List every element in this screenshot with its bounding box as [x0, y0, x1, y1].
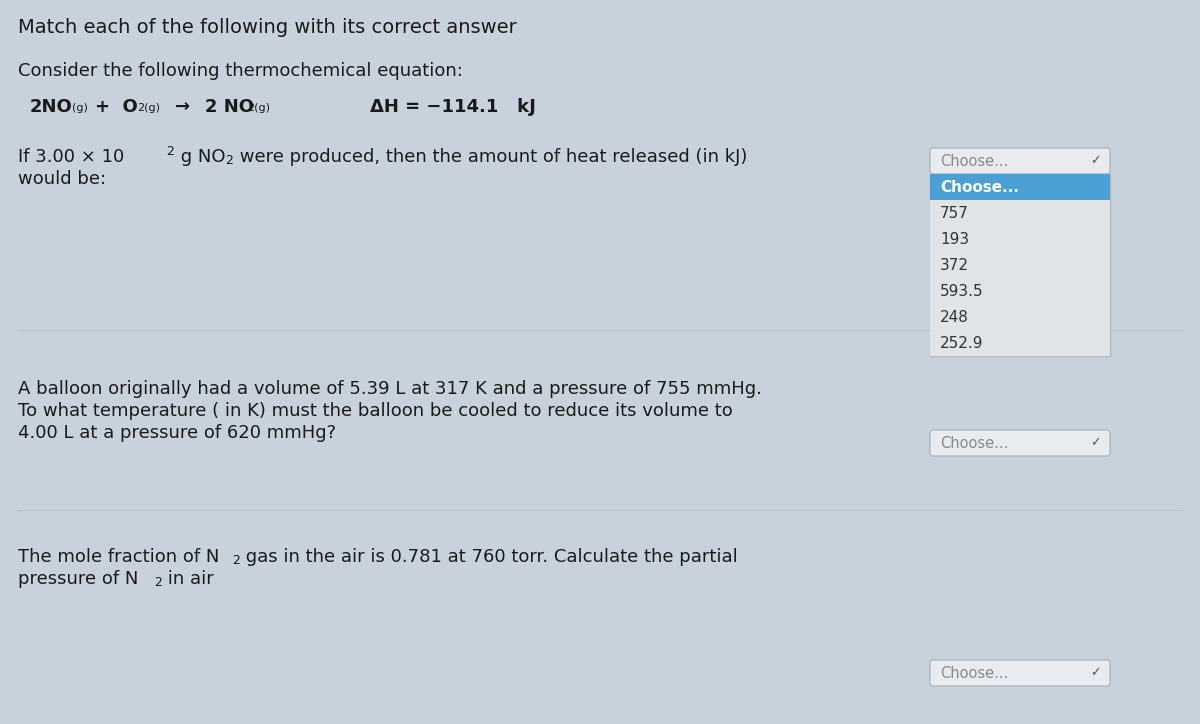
Text: 372: 372	[940, 258, 970, 272]
Text: Choose...: Choose...	[940, 665, 1008, 681]
Text: 2: 2	[232, 554, 240, 567]
Text: 248: 248	[940, 309, 968, 324]
Text: ✓: ✓	[1090, 667, 1100, 680]
Bar	[930, 330, 1110, 356]
Text: 593.5: 593.5	[940, 284, 984, 298]
Text: Choose...: Choose...	[940, 180, 1019, 195]
Text: To what temperature ( in K) must the balloon be cooled to reduce its volume to: To what temperature ( in K) must the bal…	[18, 402, 733, 420]
Text: If 3.00 × 10: If 3.00 × 10	[18, 148, 125, 166]
Text: ΔH = −114.1   kJ: ΔH = −114.1 kJ	[370, 98, 536, 116]
FancyBboxPatch shape	[930, 148, 1110, 174]
Bar	[930, 252, 1110, 278]
Text: g NO: g NO	[175, 148, 226, 166]
Text: Match each of the following with its correct answer: Match each of the following with its cor…	[18, 18, 517, 37]
Text: gas in the air is 0.781 at 760 torr. Calculate the partial: gas in the air is 0.781 at 760 torr. Cal…	[240, 548, 738, 566]
Bar	[930, 226, 1110, 252]
Text: (g): (g)	[72, 103, 88, 113]
Text: 757: 757	[940, 206, 968, 221]
Text: 2 NO: 2 NO	[205, 98, 254, 116]
Text: Consider the following thermochemical equation:: Consider the following thermochemical eq…	[18, 62, 463, 80]
Bar	[930, 200, 1110, 226]
Text: 4.00 L at a pressure of 620 mmHg?: 4.00 L at a pressure of 620 mmHg?	[18, 424, 336, 442]
Text: 2(g): 2(g)	[137, 103, 160, 113]
Text: →: →	[175, 98, 190, 116]
Bar	[930, 174, 1110, 200]
Text: pressure of N: pressure of N	[18, 570, 138, 588]
Text: 2: 2	[154, 576, 162, 589]
Text: ✓: ✓	[1090, 437, 1100, 450]
Text: A balloon originally had a volume of 5.39 L at 317 K and a pressure of 755 mmHg.: A balloon originally had a volume of 5.3…	[18, 380, 762, 398]
Text: 2(g): 2(g)	[247, 103, 270, 113]
Text: 252.9: 252.9	[940, 335, 984, 350]
Text: 2: 2	[166, 145, 174, 158]
Text: in air: in air	[162, 570, 214, 588]
Bar	[930, 278, 1110, 304]
FancyBboxPatch shape	[930, 430, 1110, 456]
Bar	[930, 304, 1110, 330]
Text: +  O: + O	[95, 98, 138, 116]
Text: 2NO: 2NO	[30, 98, 73, 116]
Text: 193: 193	[940, 232, 970, 246]
Text: Choose...: Choose...	[940, 436, 1008, 450]
Text: ✓: ✓	[1090, 154, 1100, 167]
Text: The mole fraction of N: The mole fraction of N	[18, 548, 220, 566]
Text: Choose...: Choose...	[940, 153, 1008, 169]
Text: would be:: would be:	[18, 170, 106, 188]
FancyBboxPatch shape	[930, 660, 1110, 686]
Text: 2: 2	[226, 154, 233, 167]
Bar	[930, 174, 1110, 356]
Text: were produced, then the amount of heat released (in kJ): were produced, then the amount of heat r…	[234, 148, 748, 166]
